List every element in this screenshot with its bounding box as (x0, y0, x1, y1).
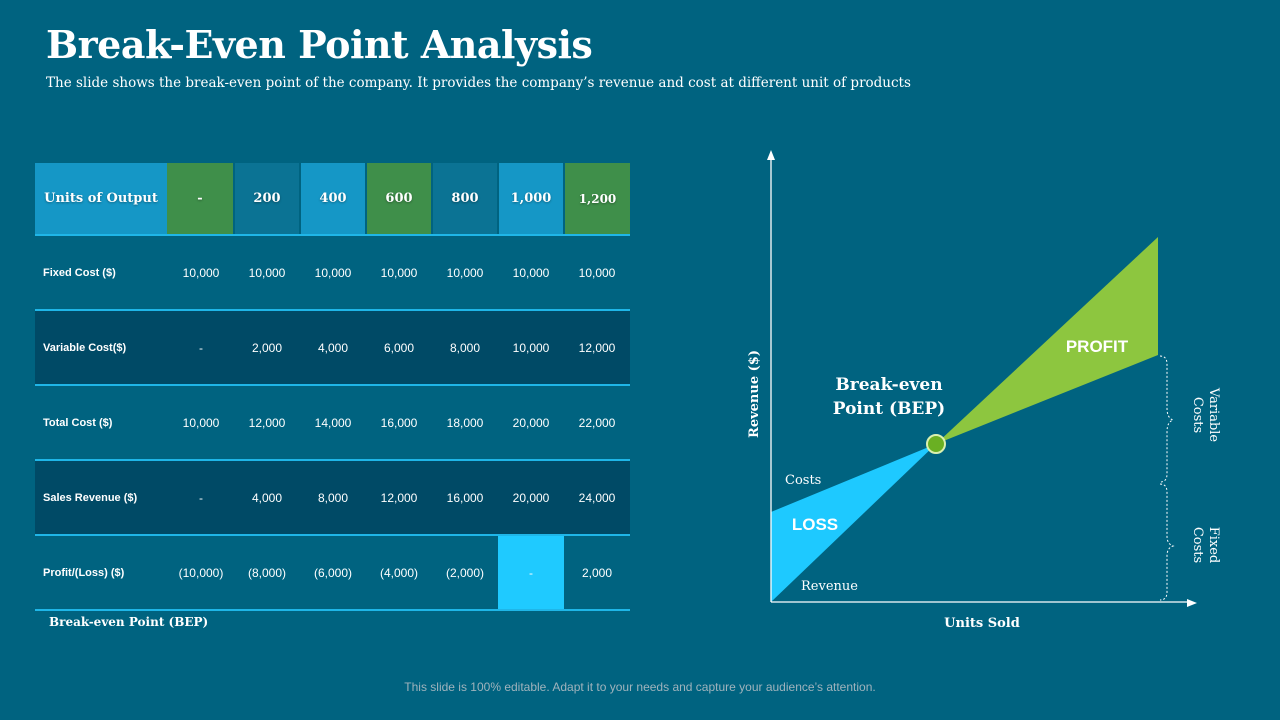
table-cell: 10,000 (578, 265, 616, 280)
table-cell: (4,000) (379, 565, 419, 580)
table-cell: 8,000 (317, 490, 349, 505)
row-label: Profit/(Loss) ($) (43, 566, 125, 579)
y-axis-arrow-icon (767, 150, 775, 160)
loss-label: LOSS (792, 515, 838, 534)
row-label: Sales Revenue ($) (43, 491, 138, 504)
row-label: Variable Cost($) (43, 341, 127, 354)
footer-note: This slide is 100% editable. Adapt it to… (404, 680, 876, 694)
page-subtitle: The slide shows the break-even point of … (46, 75, 911, 91)
bep-label-line1: Break-even (835, 375, 942, 395)
table-cell: 10,000 (512, 265, 550, 280)
unit-header: 1,000 (499, 163, 563, 234)
table-cell: - (199, 490, 203, 505)
table-cell: (2,000) (445, 565, 485, 580)
row-divider (35, 609, 630, 611)
unit-header: - (167, 163, 233, 234)
profit-region (936, 237, 1158, 444)
table-cell: 16,000 (446, 490, 484, 505)
fixed-costs-brace (1159, 483, 1175, 601)
revenue-label: Revenue (801, 579, 858, 594)
table-cell: 2,000 (251, 340, 283, 355)
unit-header: 600 (367, 163, 431, 234)
row-label: Fixed Cost ($) (43, 266, 116, 279)
table-cell: 10,000 (380, 265, 418, 280)
bep-point (926, 434, 946, 454)
fixed-costs-label-line1: Fixed (1206, 527, 1221, 564)
table-cell: 10,000 (446, 265, 484, 280)
table-cell: 12,000 (380, 490, 418, 505)
table-cell: (8,000) (247, 565, 287, 580)
table-cell: 10,000 (512, 340, 550, 355)
row-divider (35, 384, 630, 386)
table-cell: 18,000 (446, 415, 484, 430)
table-cell: 10,000 (182, 415, 220, 430)
row-divider (35, 534, 630, 536)
unit-header: 200 (235, 163, 299, 234)
y-axis-label: Revenue ($) (747, 350, 762, 438)
table-cell: (6,000) (313, 565, 353, 580)
table-cell: (10,000) (178, 565, 224, 580)
unit-header: 1,200 (565, 163, 630, 234)
table-cell: 4,000 (317, 340, 349, 355)
table-row: Sales Revenue ($) - 4,000 8,000 12,000 1… (35, 461, 630, 536)
table-row: Fixed Cost ($) 10,000 10,000 10,000 10,0… (35, 236, 630, 311)
table-cell: 20,000 (512, 415, 550, 430)
table-cell: 14,000 (314, 415, 352, 430)
table-cell: 16,000 (380, 415, 418, 430)
units-of-output-header: Units of Output (35, 163, 167, 234)
costs-label: Costs (785, 473, 821, 488)
table-cell: - (529, 565, 533, 580)
profit-label: PROFIT (1066, 337, 1129, 356)
table-cell: 12,000 (578, 340, 616, 355)
x-axis-arrow-icon (1187, 599, 1197, 607)
loss-region (771, 444, 936, 602)
bep-footnote: Break-even Point (BEP) (49, 615, 209, 629)
row-divider (35, 459, 630, 461)
table-cell: 10,000 (314, 265, 352, 280)
table-cell: 22,000 (578, 415, 616, 430)
variable-costs-brace (1159, 355, 1175, 483)
unit-header: 400 (301, 163, 365, 234)
table-cell: 2,000 (581, 565, 613, 580)
row-divider (35, 309, 630, 311)
variable-costs-label-line2: Costs (1190, 397, 1205, 433)
table-cell: - (199, 340, 203, 355)
table-cell: 4,000 (251, 490, 283, 505)
page-title: Break-Even Point Analysis (46, 22, 593, 67)
table-cell: 6,000 (383, 340, 415, 355)
table-row: Profit/(Loss) ($) (10,000) (8,000) (6,00… (35, 536, 630, 611)
table-header-row: Units of Output - 200 400 600 800 1,000 … (35, 163, 630, 236)
bep-label-line2: Point (BEP) (833, 399, 945, 419)
variable-costs-label-line1: Variable (1206, 387, 1221, 443)
unit-header: 800 (433, 163, 497, 234)
table-cell: 10,000 (182, 265, 220, 280)
x-axis-label: Units Sold (944, 616, 1020, 631)
break-even-table: Units of Output - 200 400 600 800 1,000 … (35, 163, 630, 611)
table-row: Total Cost ($) 10,000 12,000 14,000 16,0… (35, 386, 630, 461)
table-cell: 12,000 (248, 415, 286, 430)
table-cell: 8,000 (449, 340, 481, 355)
table-cell: 24,000 (578, 490, 616, 505)
table-cell: 20,000 (512, 490, 550, 505)
table-row: Variable Cost($) - 2,000 4,000 6,000 8,0… (35, 311, 630, 386)
row-label: Total Cost ($) (43, 416, 113, 429)
table-cell: 10,000 (248, 265, 286, 280)
fixed-costs-label-line2: Costs (1190, 527, 1205, 563)
bep-highlight-cell (498, 536, 564, 609)
header-divider (35, 234, 630, 236)
